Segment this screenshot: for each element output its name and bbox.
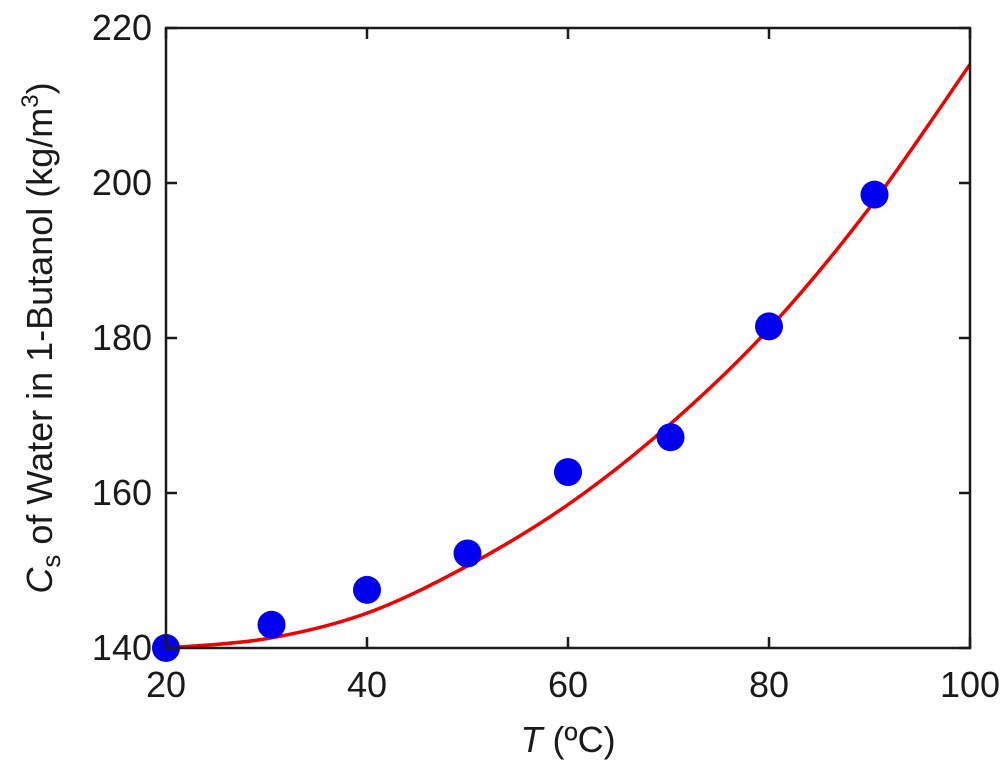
- plot-frame: [164, 26, 972, 650]
- x-tick-label: 20: [146, 664, 186, 705]
- y-axis-var: C: [19, 567, 60, 594]
- data-point: [755, 312, 783, 341]
- x-tick-label: 80: [749, 664, 789, 705]
- ticks-layer: [164, 26, 972, 650]
- data-point: [656, 423, 685, 452]
- data-point: [554, 458, 582, 487]
- x-tick-label: 40: [347, 664, 387, 705]
- y-axis-title: Cs of Water in 1-Butanol (kg/m3): [17, 82, 66, 593]
- fit-curve: [165, 63, 972, 650]
- data-point: [860, 180, 889, 209]
- data-point: [353, 575, 381, 604]
- y-tick-label: 180: [92, 317, 152, 358]
- y-axis-end: ): [19, 82, 60, 94]
- tick-labels-layer: 20 40 60 80 100 140 160 180 200 220: [92, 7, 1000, 705]
- y-tick-label: 140: [92, 627, 152, 668]
- y-axis-superscript: 3: [17, 94, 44, 107]
- fit-curve-layer: [165, 63, 972, 650]
- x-tick-label: 60: [548, 664, 588, 705]
- y-axis-text: of Water in 1-Butanol (kg/m: [19, 108, 60, 555]
- x-axis-title: T (ºC): [520, 719, 615, 760]
- y-axis-subscript: s: [36, 555, 66, 568]
- data-point: [257, 610, 286, 639]
- y-tick-label: 200: [92, 162, 152, 203]
- y-tick-label: 160: [92, 472, 152, 513]
- x-axis-unit: (ºC): [542, 719, 615, 760]
- data-point: [453, 539, 482, 568]
- y-tick-label: 220: [92, 7, 152, 48]
- x-axis-var: T: [520, 719, 545, 760]
- data-points-layer: [152, 180, 889, 662]
- x-tick-label: 100: [940, 664, 1000, 705]
